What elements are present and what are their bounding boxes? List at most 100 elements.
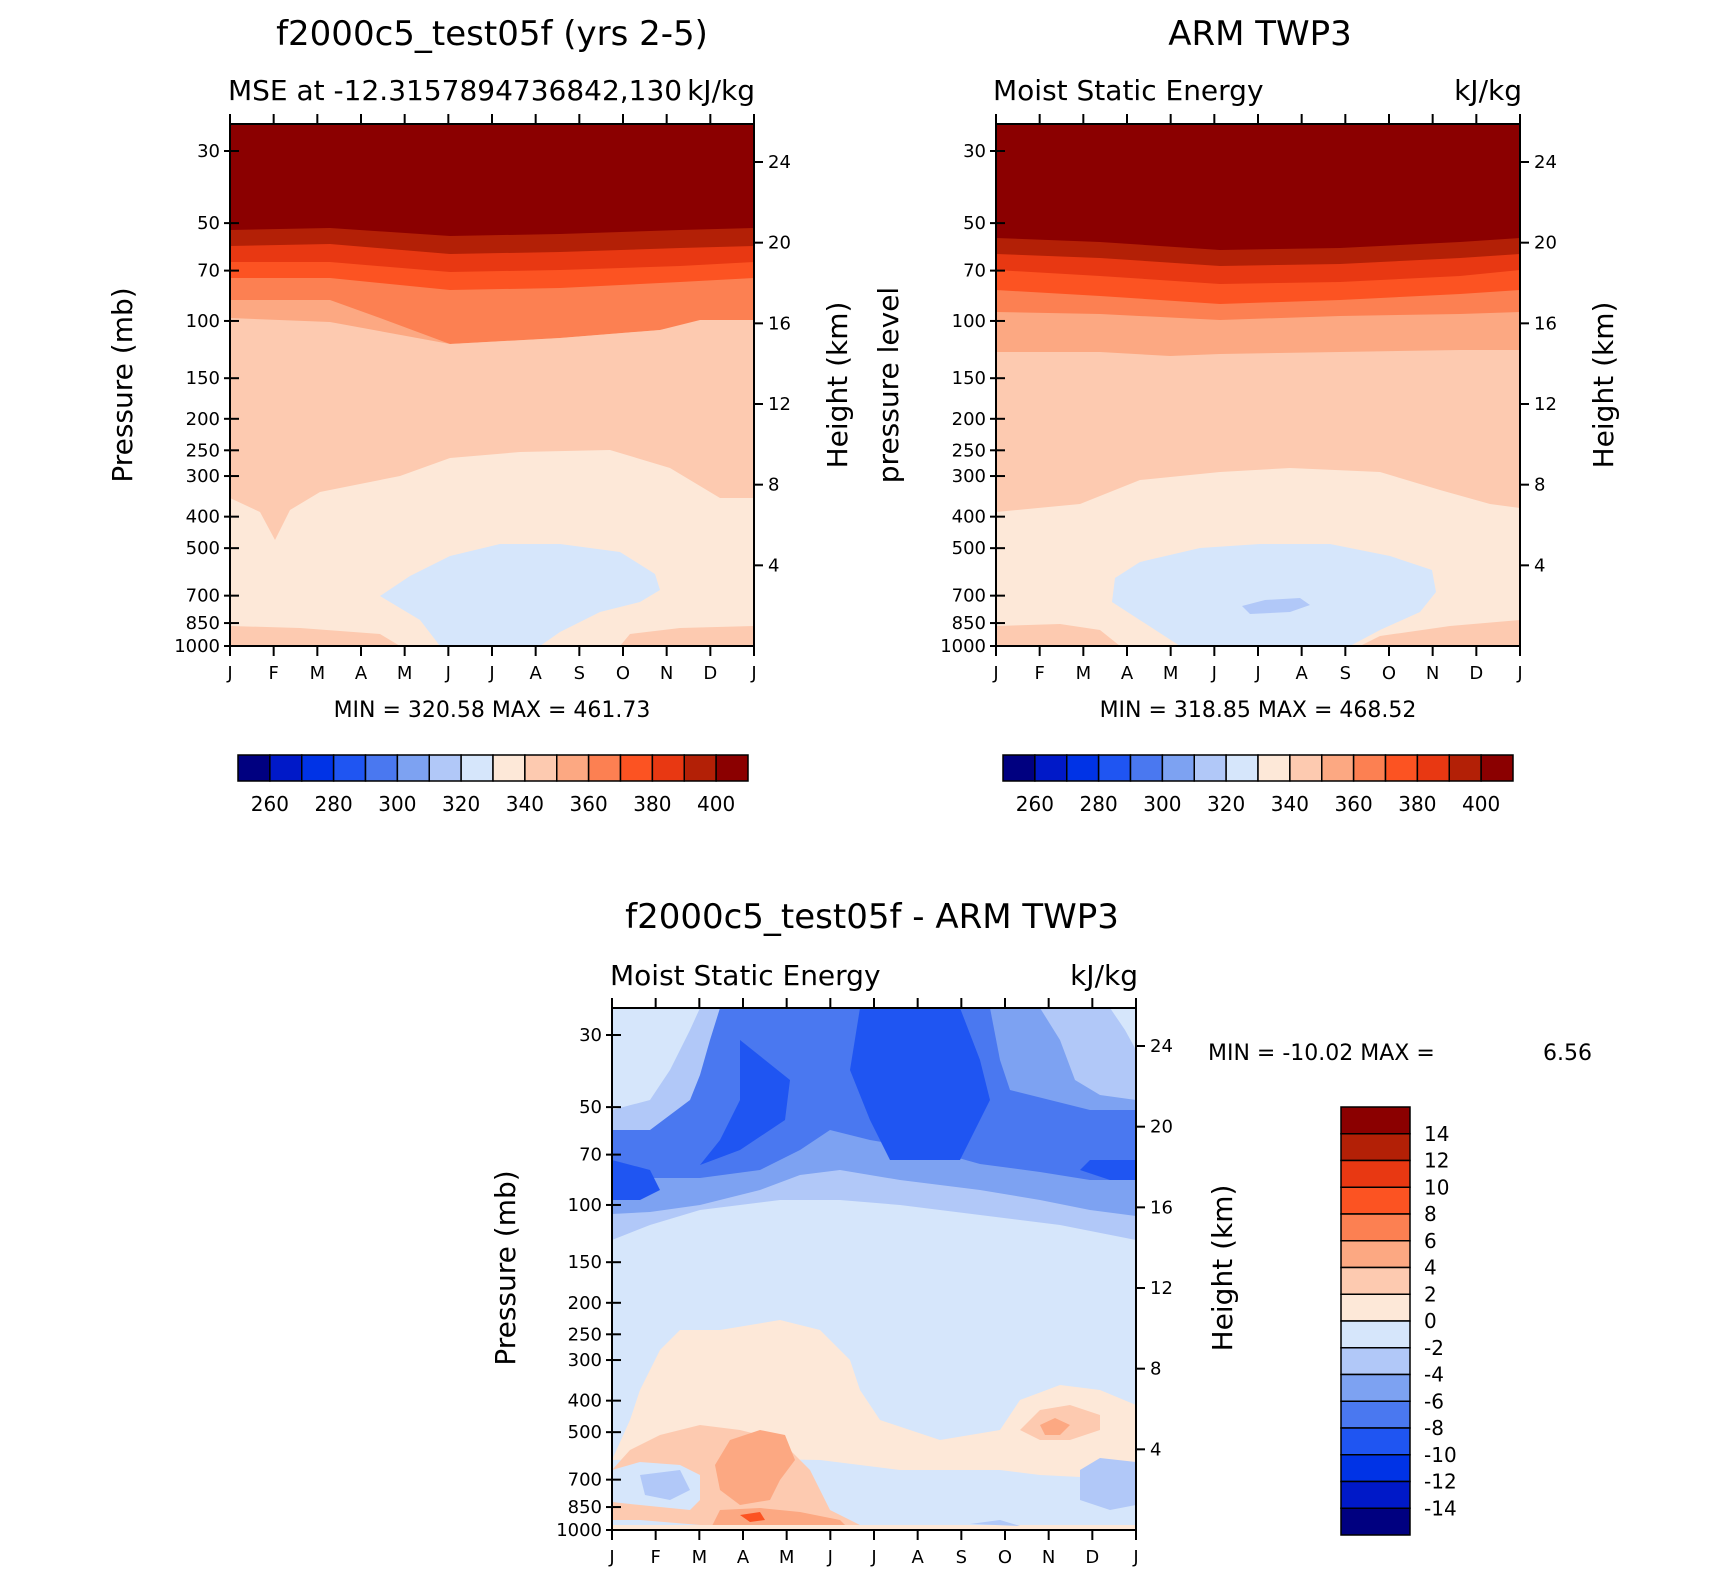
height-tick-label: 4 (1534, 555, 1545, 576)
band-320 (380, 544, 660, 646)
x-tick-label: J (750, 663, 756, 684)
colorbar-swatch (1340, 1106, 1411, 1135)
min-max-stats: MIN = 320.58 MAX = 461.73 (334, 698, 651, 723)
x-tick-label: A (1296, 663, 1309, 684)
colorbar-swatch (715, 754, 749, 782)
height-tick-label: 12 (768, 394, 791, 415)
y-tick-label: 400 (186, 507, 220, 528)
colorbar-label: 14 (1424, 1122, 1449, 1146)
band-310 (1242, 598, 1310, 614)
band-340-low (230, 626, 400, 646)
y-tick-label: 250 (952, 440, 986, 461)
colorbar-label: -2 (1424, 1336, 1444, 1360)
colorbar-swatch (1340, 1320, 1411, 1349)
height-tick-label: 24 (1534, 152, 1557, 173)
colorbar-swatch (396, 754, 430, 782)
colorbar-swatch (1340, 1427, 1411, 1456)
y-tick-label: 850 (952, 613, 986, 634)
y-tick-label: 500 (952, 538, 986, 559)
height-tick-label: 8 (768, 475, 779, 496)
colorbar-swatch (524, 754, 558, 782)
panel-title: ARM TWP3 (1168, 14, 1352, 54)
colorbar-label: 320 (442, 792, 480, 816)
colorbar-label: 340 (1271, 792, 1309, 816)
y-tick-label: 100 (568, 1195, 602, 1216)
colorbar-swatch (1340, 1133, 1411, 1162)
min-max-stats-max: 6.56 (1543, 1041, 1592, 1066)
height-tick-label: 16 (1534, 313, 1557, 334)
colorbar-swatch (1340, 1293, 1411, 1322)
band-340-low-right (1360, 620, 1520, 646)
x-tick-label: O (1382, 663, 1396, 684)
contour-plot-area (230, 124, 754, 646)
y-tick-label: 200 (568, 1293, 602, 1314)
x-tick-label: A (355, 663, 368, 684)
x-tick-label: J (445, 663, 451, 684)
colorbar-swatch (1340, 1347, 1411, 1376)
height-tick-label: 16 (768, 313, 791, 334)
band-4-to-6-c (1040, 1418, 1070, 1435)
colorbar-swatch (237, 754, 271, 782)
y-tick-label: 70 (197, 261, 220, 282)
band-320 (1112, 544, 1436, 646)
y-tick-label: 30 (579, 1025, 602, 1046)
colorbar-label: 320 (1207, 792, 1245, 816)
colorbar-label: 300 (1143, 792, 1181, 816)
colorbar-label: 8 (1424, 1202, 1437, 1226)
y-tick-label: 70 (579, 1145, 602, 1166)
x-tick-label: J (827, 1547, 833, 1567)
colorbar-label: 4 (1424, 1256, 1437, 1280)
colorbar-swatch (1193, 754, 1227, 782)
height-tick-label: 4 (1150, 1439, 1161, 1460)
x-tick-label: F (268, 663, 278, 684)
colorbar-label: 380 (1398, 792, 1436, 816)
x-tick-label: M (1076, 663, 1092, 684)
panel-subtitle-left: Moist Static Energy (610, 959, 881, 992)
x-tick-label: N (1426, 663, 1439, 684)
x-tick-label: M (310, 663, 326, 684)
height-tick-label: 20 (1150, 1117, 1173, 1138)
band-4-to-6-a (715, 1430, 795, 1505)
panel-diff: f2000c5_test05f - ARM TWP3 Moist Static … (489, 897, 1592, 1568)
colorbar-label: 10 (1424, 1175, 1449, 1199)
y-axis-label-right: Height (km) (1206, 1185, 1239, 1352)
x-tick-label: J (1516, 663, 1522, 684)
y-tick-label: 500 (568, 1422, 602, 1443)
x-tick-label: N (660, 663, 673, 684)
colorbar-swatch (301, 754, 335, 782)
x-tick-label: J (870, 1547, 876, 1567)
x-tick-label: S (956, 1547, 967, 1567)
colorbar-swatch (1448, 754, 1482, 782)
y-axis-label: pressure level (872, 287, 905, 483)
y-tick-label: 400 (952, 507, 986, 528)
height-tick-label: 8 (1534, 475, 1545, 496)
band-8-to-10 (740, 1512, 765, 1522)
colorbar-swatch (651, 754, 685, 782)
y-tick-label: 50 (197, 213, 220, 234)
x-tick-label: J (226, 663, 232, 684)
y-axis-label-right: Height (km) (1587, 302, 1620, 469)
y-axis-label: Pressure (mb) (489, 1170, 522, 1365)
colorbar-label: -14 (1424, 1496, 1457, 1520)
y-tick-label: 100 (952, 311, 986, 332)
colorbar-label: -6 (1424, 1389, 1444, 1413)
colorbar-label: 280 (315, 792, 353, 816)
band-m2-to-m4-low-b (1080, 1458, 1136, 1510)
y-tick-label: 1000 (940, 636, 986, 657)
colorbar-swatch (1340, 1213, 1411, 1242)
y-tick-label: 700 (186, 586, 220, 607)
colorbar-swatch (1257, 754, 1291, 782)
height-tick-label: 16 (1150, 1197, 1173, 1218)
colorbar-swatch (332, 754, 367, 782)
height-tick-label: 20 (1534, 233, 1557, 254)
height-tick-label: 24 (1150, 1036, 1173, 1057)
colorbar-swatch (1352, 754, 1387, 782)
band-m2-to-m4-low-a (640, 1470, 690, 1500)
colorbar-label: -4 (1424, 1363, 1444, 1387)
y-tick-label: 70 (963, 261, 986, 282)
colorbar-swatch (1340, 1507, 1411, 1536)
y-tick-label: 250 (186, 440, 220, 461)
colorbar-swatch (1066, 754, 1100, 782)
x-tick-label: S (1340, 663, 1351, 684)
height-tick-label: 20 (768, 233, 791, 254)
